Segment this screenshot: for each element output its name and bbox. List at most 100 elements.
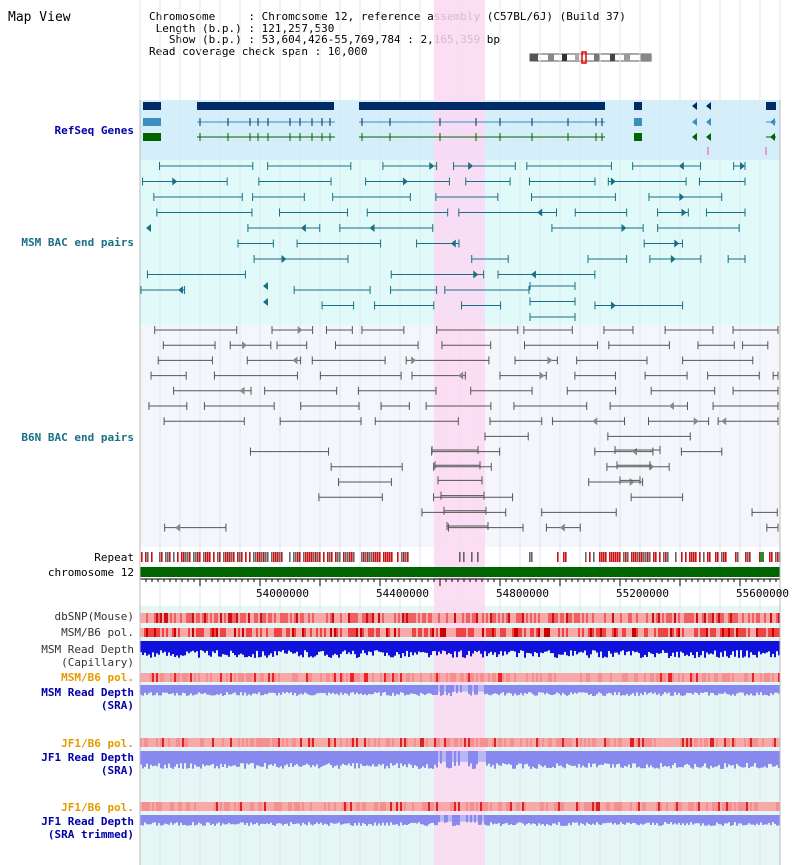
depth-bar (350, 815, 352, 826)
repeat-element (233, 552, 235, 562)
read-arrow (740, 162, 745, 170)
jf1-b6-pol-2-label[interactable]: JF1/B6 pol. (61, 801, 134, 814)
msm-depth-sra-label[interactable]: MSM Read Depth (41, 686, 134, 699)
depth-bar (188, 641, 190, 654)
msm-b6-pol-label[interactable]: MSM/B6 pol. (61, 626, 134, 639)
repeat-element (383, 552, 385, 562)
depth-bar (244, 751, 246, 769)
polymorphism-cell (680, 613, 682, 623)
depth-bar (566, 815, 568, 826)
polymorphism-cell (266, 673, 268, 682)
polymorphism-cell (190, 673, 192, 682)
repeat-element (707, 552, 709, 562)
depth-bar (204, 685, 206, 693)
polymorphism-cell (418, 802, 420, 811)
repeat-track[interactable] (141, 552, 781, 562)
msm-depth-capillary-label[interactable]: MSM Read Depth (41, 643, 134, 656)
depth-bar (402, 751, 404, 767)
msm-bac-label[interactable]: MSM BAC end pairs (21, 236, 134, 249)
depth-bar (366, 815, 368, 826)
polymorphism-cell (200, 738, 202, 747)
depth-bar (280, 751, 282, 767)
polymorphism-cell (602, 738, 604, 747)
depth-bar (760, 641, 762, 655)
polymorphism-cell (610, 613, 612, 623)
polymorphism-cell (518, 628, 520, 637)
refseq-genes-track[interactable] (143, 102, 776, 155)
chromosome-ideogram[interactable] (529, 51, 652, 64)
polymorphism-cell (350, 613, 352, 623)
selected-region-highlight[interactable] (434, 0, 485, 865)
depth-bar (222, 685, 224, 696)
b6n-bac-end-pairs-track[interactable] (148, 326, 779, 532)
polymorphism-cell (268, 628, 270, 637)
polymorphism-cell (452, 628, 454, 637)
depth-bar (532, 751, 534, 767)
depth-bar (214, 685, 216, 696)
depth-bar (328, 685, 330, 693)
polymorphism-cell (766, 613, 768, 623)
polymorphism-cell (260, 613, 262, 623)
polymorphism-cell (162, 673, 164, 682)
jf1-depth-sra-label[interactable]: JF1 Read Depth (41, 751, 134, 764)
polymorphism-cell (398, 628, 400, 637)
polymorphism-cell (356, 738, 358, 747)
depth-bar (714, 751, 716, 767)
depth-bar (286, 685, 288, 693)
depth-bar (694, 685, 696, 693)
polymorphism-cell (466, 738, 468, 747)
polymorphism-cell (746, 802, 748, 811)
polymorphism-cell (246, 673, 248, 682)
polymorphism-cell (218, 628, 220, 637)
depth-bar (518, 751, 520, 764)
polymorphism-cell (188, 738, 190, 747)
coverage-tracks[interactable] (140, 613, 780, 826)
polymorphism-cell (634, 673, 636, 682)
polymorphism-cell (640, 802, 642, 811)
refseq-genes-label[interactable]: RefSeq Genes (54, 124, 134, 137)
depth-bar (440, 815, 442, 822)
chromosome-bar[interactable] (140, 567, 780, 577)
depth-bar (472, 685, 474, 692)
polymorphism-cell (328, 802, 330, 811)
jf1-depth-trimmed-label[interactable]: JF1 Read Depth (41, 815, 134, 828)
depth-bar (590, 685, 592, 694)
polymorphism-cell (220, 628, 222, 637)
repeat-element (715, 552, 717, 562)
polymorphism-cell (706, 673, 708, 682)
polymorphism-cell (738, 738, 740, 747)
depth-bar (426, 641, 428, 653)
jf1-b6-pol-label[interactable]: JF1/B6 pol. (61, 737, 134, 750)
msm-bac-end-pairs-track[interactable] (140, 162, 746, 321)
depth-bar (600, 641, 602, 652)
depth-bar (422, 815, 424, 825)
depth-bar (184, 641, 186, 656)
depth-bar (248, 685, 250, 695)
polymorphism-cell (306, 802, 308, 811)
polymorphism-cell (276, 802, 278, 811)
read-arrow (473, 270, 479, 279)
depth-bar (510, 751, 512, 765)
depth-bar (308, 685, 310, 695)
depth-bar (618, 815, 620, 825)
depth-bar (306, 815, 308, 826)
depth-bar (624, 641, 626, 656)
polymorphism-cell (396, 613, 398, 623)
dbsnp-label[interactable]: dbSNP(Mouse) (54, 610, 134, 623)
depth-bar (500, 815, 502, 826)
depth-bar (272, 815, 274, 825)
polymorphism-cell (656, 673, 658, 682)
b6n-bac-label[interactable]: B6N BAC end pairs (21, 431, 134, 444)
polymorphism-cell (714, 673, 716, 682)
depth-bar (692, 641, 694, 656)
depth-bar (304, 641, 306, 651)
msm-b6-pol-2-label[interactable]: MSM/B6 pol. (61, 671, 134, 684)
depth-bar (302, 685, 304, 695)
polymorphism-cell (644, 613, 646, 623)
polymorphism-cell (564, 613, 566, 623)
depth-bar (588, 685, 590, 696)
depth-bar (776, 751, 778, 766)
depth-bar (498, 751, 500, 766)
polymorphism-cell (380, 802, 382, 811)
polymorphism-cell (678, 628, 680, 637)
